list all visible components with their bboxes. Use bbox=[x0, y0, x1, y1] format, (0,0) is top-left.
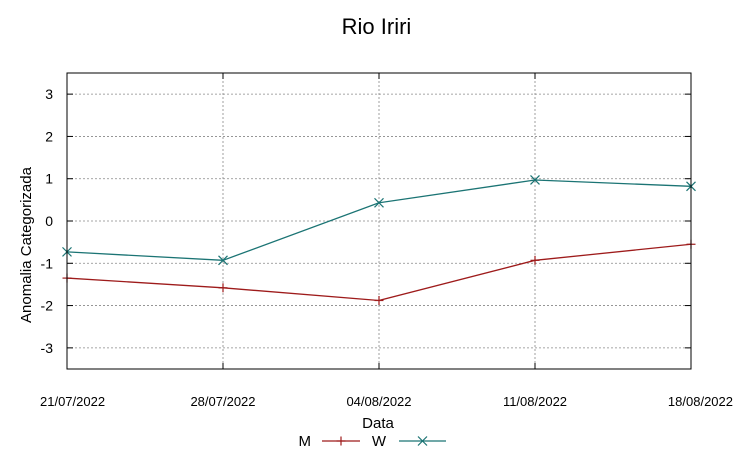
y-axis-label: Anomalia Categorizada bbox=[18, 166, 35, 323]
plot-frame bbox=[66, 72, 692, 370]
chart-title: Rio Iriri bbox=[341, 14, 412, 39]
y-tick-label: 2 bbox=[45, 128, 53, 144]
y-tick-label: 1 bbox=[45, 171, 53, 187]
x-tick-label: 11/08/2022 bbox=[503, 394, 567, 409]
data-point-marker bbox=[374, 197, 384, 208]
legend-label: W bbox=[372, 433, 387, 450]
y-tick-label: 3 bbox=[45, 86, 53, 102]
y-tick-label: -2 bbox=[41, 298, 54, 314]
series-w bbox=[62, 175, 696, 266]
y-axis-ticks: -3 -2 -1 0 1 2 3 bbox=[41, 86, 691, 356]
legend-marker bbox=[417, 436, 428, 446]
legend-label: M bbox=[299, 433, 312, 450]
x-tick-label: 04/08/2022 bbox=[346, 394, 411, 409]
x-tick-label: 21/07/2022 bbox=[40, 394, 105, 409]
data-point-marker bbox=[218, 255, 228, 266]
x-tick-label: 28/07/2022 bbox=[190, 394, 255, 409]
series-line bbox=[66, 243, 692, 302]
x-axis-ticks: 21/07/2022 28/07/2022 04/08/2022 11/08/2022… bbox=[40, 73, 733, 409]
y-tick-label: -3 bbox=[41, 340, 54, 356]
y-tick-label: 0 bbox=[45, 213, 53, 229]
series-line bbox=[66, 179, 692, 261]
y-tick-label: -1 bbox=[41, 255, 54, 271]
x-axis-label: Data bbox=[362, 415, 394, 432]
x-tick-label: 18/08/2022 bbox=[668, 394, 733, 409]
grid-lines bbox=[66, 73, 692, 369]
data-point-marker bbox=[530, 175, 540, 185]
